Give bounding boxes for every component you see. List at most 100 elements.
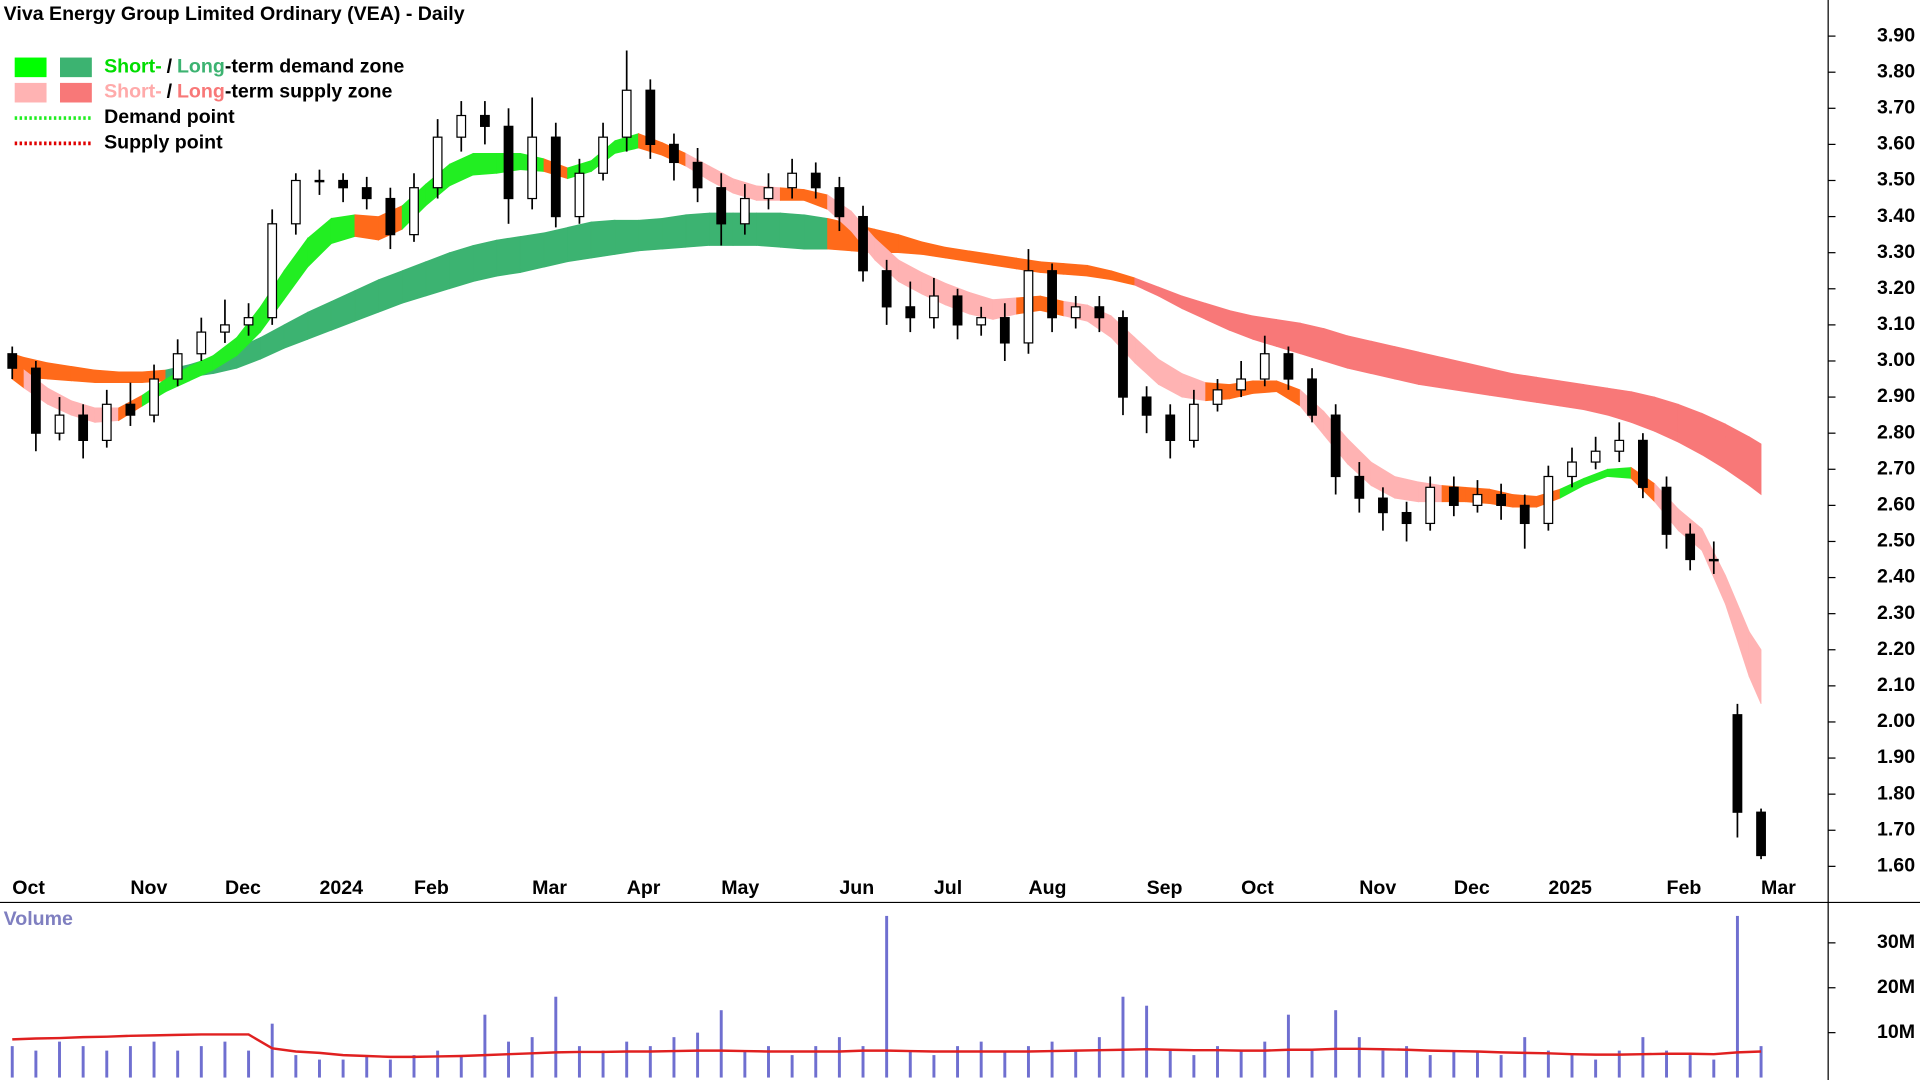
legend-text: -term supply zone (225, 81, 393, 103)
volume-bar (908, 1050, 912, 1078)
volume-bar (1641, 1037, 1645, 1078)
candle-body (172, 353, 183, 380)
candle-body (716, 187, 727, 225)
candle-body (1307, 378, 1317, 416)
volume-bar (1499, 1055, 1503, 1078)
candle-body (385, 197, 396, 236)
candle-body (1519, 504, 1530, 525)
zone-segment (1536, 376, 1561, 407)
legend-swatch (14, 57, 47, 78)
candle-body (409, 187, 419, 236)
candle-body (787, 172, 798, 189)
zone-segment (1370, 340, 1396, 380)
legend-text: Short- (104, 81, 162, 103)
candle-body (101, 403, 112, 442)
volume-bar (1286, 1014, 1290, 1078)
candle-body (78, 414, 89, 442)
candle-body (527, 136, 538, 200)
volume-bar (1239, 1050, 1243, 1078)
zone-segment (1394, 346, 1419, 385)
candle-body (1212, 389, 1223, 405)
volume-bar (1216, 1046, 1219, 1078)
volume-bar (412, 1055, 416, 1078)
volume-bar (767, 1046, 770, 1078)
volume-bar (814, 1046, 818, 1078)
x-tick-label: Jun (839, 877, 874, 899)
y-tick-label: 1.60 (1877, 855, 1915, 877)
y-tick-label: 2.30 (1877, 602, 1915, 624)
volume-bar (247, 1050, 251, 1078)
legend-swatch (14, 82, 47, 103)
x-tick-label: Feb (414, 877, 449, 899)
y-tick-label: 2.90 (1877, 385, 1915, 407)
volume-bar (1168, 1050, 1172, 1078)
y-tick-label: 3.30 (1877, 241, 1915, 263)
candle-body (314, 179, 325, 183)
volume-bar (34, 1050, 38, 1078)
x-tick-label: Aug (1028, 877, 1066, 899)
axes: 1.60 1.70 1.80 1.90 2.00 2.10 2.20 2.30 2.40 2.50… (12, 24, 1915, 1043)
volume-bar (1310, 1050, 1314, 1078)
candle-body (692, 161, 703, 189)
volume-bar (577, 1046, 581, 1078)
candle-body (1354, 475, 1365, 499)
legend-label: Supply point (104, 132, 223, 154)
volume-bar (507, 1041, 510, 1078)
zone-segment (1063, 263, 1088, 277)
y-tick-label: 3.20 (1877, 277, 1915, 299)
volume-bar (1688, 1055, 1692, 1078)
volume-bar (176, 1050, 180, 1078)
volume-average (12, 1033, 1762, 1059)
candle-body (645, 89, 656, 146)
candle-body (7, 353, 18, 369)
x-tick-label: Nov (1359, 877, 1396, 899)
volume-panel (10, 915, 1763, 1078)
candle-body (1756, 811, 1766, 857)
candle-body (905, 306, 916, 319)
volume-title: Volume (4, 908, 73, 930)
volume-bar (885, 915, 889, 1078)
x-tick-label: 2025 (1548, 877, 1592, 899)
candle-body (881, 270, 892, 308)
candle-body (290, 179, 301, 225)
zone-segment (496, 236, 521, 277)
volume-bar (672, 1037, 676, 1078)
x-tick-label: Sep (1147, 877, 1183, 899)
candle-body (149, 378, 159, 416)
candle-body (1425, 486, 1436, 525)
x-tick-label: Oct (12, 877, 45, 899)
volume-bar (1334, 1010, 1338, 1078)
volume-bar (1145, 1005, 1149, 1078)
volume-bar (1523, 1037, 1527, 1078)
candle-body (999, 317, 1010, 344)
volume-bar (318, 1059, 321, 1078)
volume-bar (1452, 1050, 1456, 1078)
candle-body (1496, 493, 1507, 506)
legend-label: Short- / Long-term demand zone (104, 56, 404, 78)
x-tick-label: 2024 (319, 877, 363, 899)
volume-bar (743, 1050, 747, 1078)
volume-bar (1428, 1055, 1432, 1078)
candle-body (361, 187, 372, 200)
candle-body (952, 295, 963, 326)
candle-body (1401, 511, 1412, 525)
candle-body (1661, 486, 1672, 535)
volume-bar (128, 1046, 132, 1078)
y-tick-label: 2.50 (1877, 530, 1915, 552)
volume-bar (58, 1041, 61, 1078)
candle-body (858, 215, 868, 272)
zone-segment (519, 232, 545, 274)
volume-bar (483, 1014, 487, 1078)
candle-body (1118, 317, 1128, 398)
x-tick-label: Dec (225, 877, 261, 899)
y-tick-label: 2.20 (1877, 638, 1915, 660)
candle-body (669, 143, 679, 164)
volume-bar (1617, 1050, 1621, 1078)
y-tick-label: 3.40 (1877, 205, 1915, 227)
volume-bar (81, 1046, 85, 1078)
volume-bar (696, 1032, 700, 1078)
volume-bar (223, 1041, 227, 1078)
zone-segment (1465, 362, 1490, 396)
volume-bar (152, 1041, 156, 1078)
